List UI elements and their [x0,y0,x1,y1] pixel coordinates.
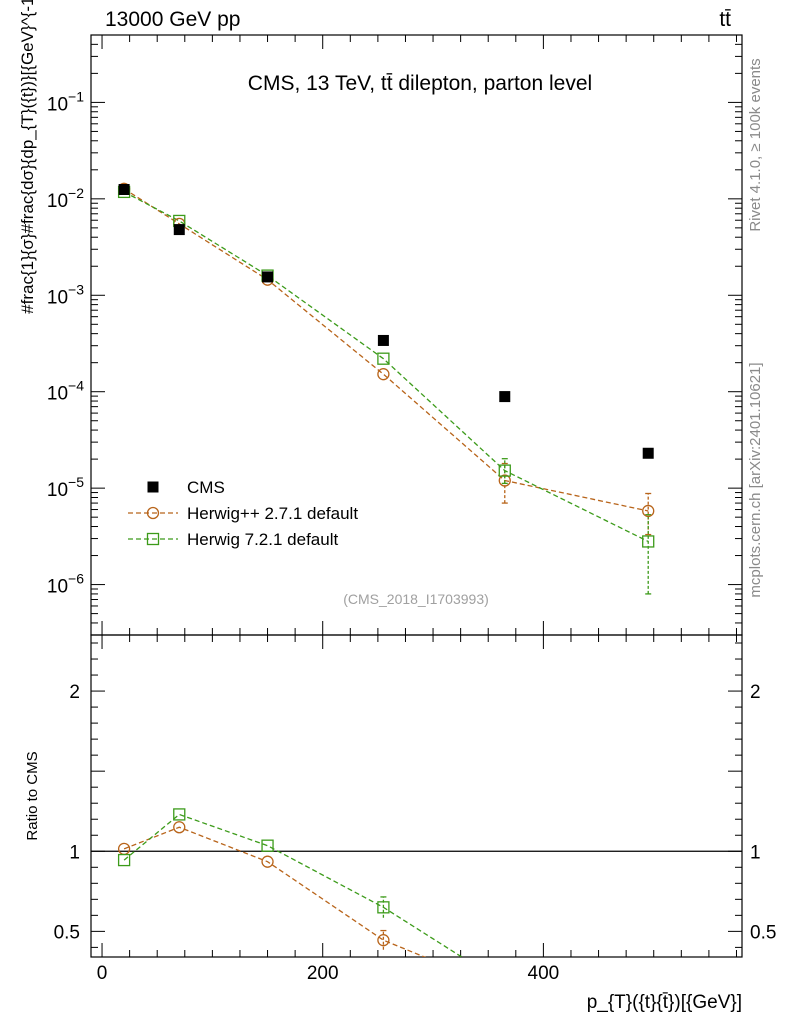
ratio-data-point [117,853,131,867]
main-y-axis-label: #frac{1}{σ}#frac{dσ}{dp_{T}({t})}[{GeV}^… [18,0,37,314]
x-tick-label: 400 [528,963,560,984]
legend-marker [146,506,160,520]
ratio-data-point [377,901,390,914]
main-plot-panel: 10−1 10−2 10−3 10−4 10−5 10−6 CMS, 13 TeV, tt̄… [18,0,743,636]
data-point [642,535,655,548]
legend-label: Herwig 7.2.1 default [187,530,338,549]
ratio-data-point [173,821,186,834]
rivet-side-label: Rivet 4.1.0, ≥ 100k events [747,58,764,231]
legend-label: Herwig++ 2.7.1 default [187,504,358,523]
ratio-series-line-0 [123,826,427,957]
ratio-plot-panel: 0.5 0.5 1 1 2 2 Ratio to CMS 0 200 400 p_{T}({t}{t… [24,634,776,1013]
ratio-series-group [117,808,510,995]
series-line-2 [123,191,649,543]
ratio-y-tick-label-right: 1 [750,842,761,863]
data-point [642,504,655,518]
ratio-data-point [377,934,390,947]
series-line-1 [123,188,649,512]
header-left-label: 13000 GeV pp [105,8,240,31]
y-tick-label: 10−1 [47,88,84,115]
y-tick-label: 10−6 [47,571,84,598]
ratio-y-axis-label: Ratio to CMS [24,751,41,840]
ratio-y-tick-label-right: 2 [750,682,761,703]
data-point [642,447,654,459]
x-tick-label: 0 [97,963,108,984]
x-tick-label: 200 [307,963,339,984]
ratio-plot-frame [90,634,743,958]
ratio-data-point [499,984,510,995]
analysis-watermark: (CMS_2018_I1703993) [343,591,489,607]
ratio-y-tick-label-left: 2 [69,682,80,703]
ratio-data-point [499,979,510,990]
data-point [377,368,390,381]
y-tick-label: 10−3 [47,281,84,308]
data-point [377,334,389,346]
data-point [498,474,511,487]
ratio-y-tick-label-right: 0.5 [750,922,776,943]
ratio-data-point [261,839,274,852]
data-point [118,183,130,195]
ratio-data-point [261,855,274,868]
legend-marker [147,481,159,493]
data-point [377,352,390,365]
data-point [262,271,274,283]
ratio-data-point [173,808,186,821]
ratio-data-point [117,842,131,856]
x-axis-label: p_{T}({t}{t̄})[{GeV}] [587,992,742,1013]
header-right-label: tt̄ [719,8,731,31]
ratio-y-tick-label-left: 1 [69,842,80,863]
legend-label: CMS [187,478,225,497]
ratio-y-tick-label-left: 0.5 [54,922,80,943]
data-point [499,391,511,403]
y-tick-label: 10−4 [47,378,84,405]
data-point [173,224,185,236]
data-point [498,464,511,477]
y-tick-label: 10−5 [47,474,84,501]
mcplots-side-label: mcplots.cern.ch [arXiv:2401.10621] [747,362,764,597]
plot-title: CMS, 13 TeV, tt̄ dilepton, parton level [248,72,592,95]
y-tick-label: 10−2 [47,185,84,212]
legend-marker [146,532,160,546]
ratio-series-line-1 [123,813,463,957]
